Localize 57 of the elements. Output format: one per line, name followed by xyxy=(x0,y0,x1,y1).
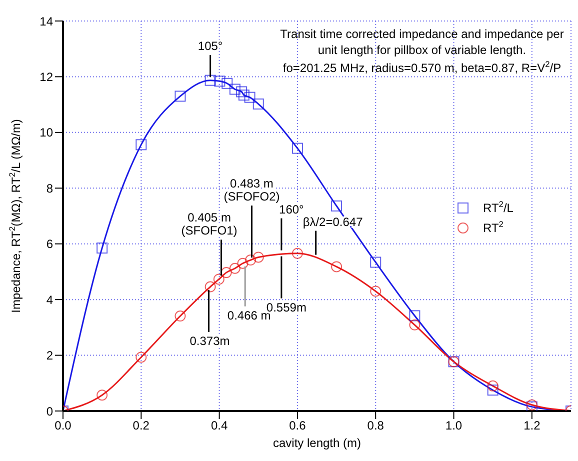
annotation: 105° xyxy=(198,39,223,54)
point xyxy=(236,86,248,98)
point xyxy=(409,310,420,322)
point xyxy=(136,139,147,150)
y-tick-label: 6 xyxy=(46,237,54,252)
point xyxy=(96,390,108,401)
x-tick-label: 0.6 xyxy=(289,418,306,433)
x-tick-label: 0.0 xyxy=(54,418,72,433)
x-tick-label: 0.8 xyxy=(367,418,384,433)
y-tick-label: 12 xyxy=(40,70,54,84)
y-tick-label: 2 xyxy=(46,348,54,363)
point xyxy=(244,92,256,103)
point xyxy=(331,261,342,272)
y-tick-label: 14 xyxy=(40,14,54,28)
point xyxy=(292,248,303,259)
text: fo=201.25 MHz, radius=0.570 m, beta=0.87, R=V$^{2}$/P xyxy=(282,59,562,75)
point xyxy=(229,262,240,274)
annotation: 0.405 m (SFOFO1) xyxy=(181,210,238,238)
point xyxy=(238,90,250,101)
point xyxy=(237,258,248,269)
point xyxy=(487,384,498,396)
x-tick-label: 0.4 xyxy=(210,418,228,433)
point xyxy=(487,380,498,392)
x-tick-label: 1.2 xyxy=(524,418,541,433)
point xyxy=(409,319,420,330)
point xyxy=(213,274,224,285)
legend-label: RT$^{2}$/L xyxy=(483,199,514,215)
point xyxy=(331,200,342,212)
point xyxy=(174,90,186,102)
y-tick-label: 0 xyxy=(46,404,54,418)
point xyxy=(370,256,382,268)
annotation: 0.483 m (SFOFO2) xyxy=(224,176,280,204)
legend-label: RT$^{2}$ xyxy=(483,219,504,235)
point xyxy=(96,242,108,254)
y-tick-label: 10 xyxy=(40,126,54,140)
text: Transit time corrected impedance and impedance per unit length for pillbox of variable length. xyxy=(280,27,564,57)
x-axis-title: cavity length (m) xyxy=(272,436,362,450)
point xyxy=(222,78,233,89)
point xyxy=(229,84,240,95)
x-tick-label: 0.2 xyxy=(132,418,150,433)
point xyxy=(204,281,216,292)
point xyxy=(252,98,264,110)
x-tick-label: 1.0 xyxy=(445,418,462,433)
annotation: 0.559m xyxy=(266,300,306,314)
point xyxy=(370,286,382,297)
y-tick-label: 8 xyxy=(46,181,54,196)
annotation: 0.373m xyxy=(190,334,230,348)
point xyxy=(292,142,303,154)
point xyxy=(245,254,256,266)
point xyxy=(220,267,232,278)
point xyxy=(204,74,216,86)
point xyxy=(174,310,186,322)
annotation: 160° xyxy=(279,202,304,216)
point xyxy=(214,76,226,87)
point xyxy=(252,252,264,263)
y-tick-label: 4 xyxy=(46,292,54,307)
point xyxy=(136,352,147,363)
